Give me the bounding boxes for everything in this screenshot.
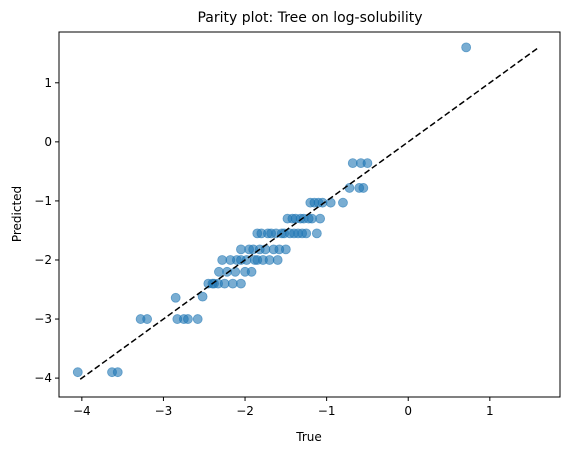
data-point bbox=[301, 228, 312, 239]
x-tick-label: 1 bbox=[486, 404, 494, 418]
axes-frame bbox=[58, 31, 561, 398]
data-point bbox=[142, 314, 153, 324]
data-point bbox=[236, 278, 246, 289]
data-point bbox=[236, 244, 246, 255]
data-point bbox=[338, 197, 348, 208]
data-point bbox=[317, 197, 328, 208]
data-point bbox=[344, 183, 355, 193]
y-tick-label: −1 bbox=[34, 194, 52, 208]
x-tick-label: 0 bbox=[404, 404, 412, 418]
x-axis: −4 −3 −2 −1 0 1 bbox=[73, 397, 494, 418]
data-point bbox=[72, 367, 83, 378]
y-axis: −4 −3 −2 −1 0 1 bbox=[34, 76, 59, 385]
data-point bbox=[325, 197, 336, 208]
data-point bbox=[362, 158, 373, 169]
data-point bbox=[280, 244, 291, 255]
y-axis-label: Predicted bbox=[10, 186, 24, 242]
data-point bbox=[260, 244, 271, 255]
data-point bbox=[197, 291, 208, 302]
data-point bbox=[227, 278, 238, 289]
data-point bbox=[311, 228, 322, 239]
data-point bbox=[217, 255, 228, 265]
y-tick-label: 0 bbox=[44, 135, 52, 149]
x-tick-label: −3 bbox=[155, 404, 173, 418]
plot-area bbox=[72, 42, 538, 380]
y-tick-label: −3 bbox=[34, 312, 52, 326]
data-point bbox=[112, 367, 123, 378]
data-point bbox=[183, 314, 193, 324]
data-point bbox=[347, 158, 358, 169]
data-point bbox=[307, 213, 317, 224]
data-point bbox=[230, 266, 241, 277]
parity-reference-line bbox=[79, 47, 538, 380]
x-tick-label: −1 bbox=[318, 404, 336, 418]
x-tick-label: −4 bbox=[73, 404, 91, 418]
y-tick-label: −2 bbox=[34, 253, 52, 267]
data-point bbox=[461, 42, 472, 53]
data-point bbox=[272, 255, 283, 265]
y-tick-label: 1 bbox=[44, 76, 52, 90]
data-point bbox=[222, 266, 232, 277]
x-axis-label: True bbox=[295, 430, 322, 444]
data-point bbox=[358, 183, 369, 193]
data-point bbox=[264, 255, 275, 265]
x-tick-label: −2 bbox=[236, 404, 254, 418]
data-point bbox=[219, 278, 230, 289]
data-point bbox=[192, 314, 203, 324]
chart-title: Parity plot: Tree on log-solubility bbox=[197, 10, 422, 26]
data-point bbox=[214, 266, 224, 277]
data-point bbox=[315, 213, 326, 224]
data-point bbox=[170, 292, 181, 303]
y-tick-label: −4 bbox=[34, 371, 52, 385]
data-point bbox=[246, 266, 257, 277]
